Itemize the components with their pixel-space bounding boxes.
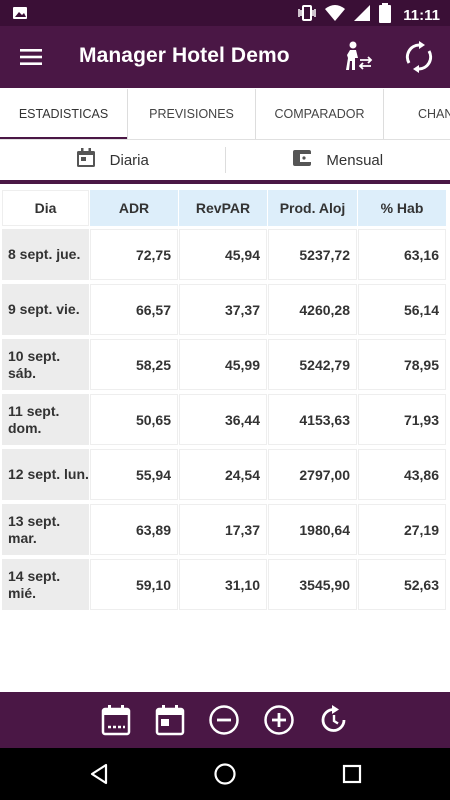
revpar-cell: 17,37 xyxy=(179,504,267,555)
day-cell: 8 sept. jue. xyxy=(2,229,89,280)
pct-hab-cell: 27,19 xyxy=(358,504,446,555)
pct-hab-cell: 56,14 xyxy=(358,284,446,335)
adr-cell: 72,75 xyxy=(90,229,178,280)
day-cell: 12 sept. lun. xyxy=(2,449,89,500)
tab-bar: ESTADISTICAS PREVISIONES COMPARADOR CHAN xyxy=(0,88,450,140)
zoom-out-icon[interactable] xyxy=(208,704,240,736)
adr-cell: 58,25 xyxy=(90,339,178,390)
zoom-in-icon[interactable] xyxy=(263,704,295,736)
prod-aloj-cell: 1980,64 xyxy=(268,504,357,555)
app-bar: Manager Hotel Demo xyxy=(0,26,450,88)
wifi-icon xyxy=(325,4,346,27)
bottom-toolbar xyxy=(0,692,450,748)
pct-hab-cell: 63,16 xyxy=(358,229,446,280)
divider xyxy=(224,147,226,173)
home-icon[interactable] xyxy=(213,762,237,786)
monthly-button[interactable]: Mensual xyxy=(226,140,450,180)
refresh-icon[interactable] xyxy=(318,704,350,736)
monthly-label: Mensual xyxy=(326,151,384,169)
back-icon[interactable] xyxy=(88,762,112,786)
pct-hab-cell: 78,95 xyxy=(358,339,446,390)
person-switch-icon[interactable] xyxy=(340,40,374,74)
daily-button[interactable]: Diaria xyxy=(0,140,225,180)
table-row[interactable]: 10 sept. sáb. 58,25 45,99 5242,79 78,95 xyxy=(0,339,450,394)
header-dia[interactable]: Dia xyxy=(2,190,89,226)
table-row[interactable]: 13 sept. mar. 63,89 17,37 1980,64 27,19 xyxy=(0,504,450,559)
prod-aloj-cell: 5242,79 xyxy=(268,339,357,390)
day-cell: 13 sept. mar. xyxy=(2,504,89,555)
tab-channel[interactable]: CHAN xyxy=(384,89,450,139)
prod-aloj-cell: 2797,00 xyxy=(268,449,357,500)
revpar-cell: 45,99 xyxy=(179,339,267,390)
nav-bar xyxy=(0,748,450,800)
recents-icon[interactable] xyxy=(340,762,364,786)
stats-table: Dia ADR RevPAR Prod. Aloj % Hab 8 sept. … xyxy=(0,190,450,614)
header-pct-hab[interactable]: % Hab xyxy=(358,190,446,226)
vibrate-icon xyxy=(297,4,317,27)
table-row[interactable]: 12 sept. lun. 55,94 24,54 2797,00 43,86 xyxy=(0,449,450,504)
day-cell: 11 sept. dom. xyxy=(2,394,89,445)
pct-hab-cell: 43,86 xyxy=(358,449,446,500)
adr-cell: 59,10 xyxy=(90,559,178,610)
calendar-icon xyxy=(76,148,96,172)
signal-icon xyxy=(353,4,371,27)
pct-hab-cell: 52,63 xyxy=(358,559,446,610)
tab-estadisticas[interactable]: ESTADISTICAS xyxy=(0,89,128,139)
pct-hab-cell: 71,93 xyxy=(358,394,446,445)
tab-label: PREVISIONES xyxy=(149,107,234,121)
menu-icon[interactable] xyxy=(18,44,44,70)
table-row[interactable]: 14 sept. mié. 59,10 31,10 3545,90 52,63 xyxy=(0,559,450,614)
adr-cell: 66,57 xyxy=(90,284,178,335)
header-prod-aloj[interactable]: Prod. Aloj xyxy=(268,190,357,226)
tab-label: COMPARADOR xyxy=(274,107,365,121)
prod-aloj-cell: 4260,28 xyxy=(268,284,357,335)
table-row[interactable]: 11 sept. dom. 50,65 36,44 4153,63 71,93 xyxy=(0,394,450,449)
day-cell: 9 sept. vie. xyxy=(2,284,89,335)
adr-cell: 55,94 xyxy=(90,449,178,500)
revpar-cell: 36,44 xyxy=(179,394,267,445)
adr-cell: 63,89 xyxy=(90,504,178,555)
table-header: Dia ADR RevPAR Prod. Aloj % Hab xyxy=(0,190,450,229)
table-row[interactable]: 9 sept. vie. 66,57 37,37 4260,28 56,14 xyxy=(0,284,450,339)
battery-icon xyxy=(379,3,392,28)
sync-icon[interactable] xyxy=(402,40,436,74)
adr-cell: 50,65 xyxy=(90,394,178,445)
tab-label: CHAN xyxy=(418,107,450,121)
header-adr[interactable]: ADR xyxy=(90,190,178,226)
calendar-week-icon[interactable] xyxy=(100,704,132,736)
revpar-cell: 24,54 xyxy=(179,449,267,500)
app-title: Manager Hotel Demo xyxy=(79,44,290,67)
period-selector: Diaria Mensual xyxy=(0,140,450,184)
wallet-icon xyxy=(292,148,312,172)
day-cell: 14 sept. mié. xyxy=(2,559,89,610)
prod-aloj-cell: 4153,63 xyxy=(268,394,357,445)
revpar-cell: 31,10 xyxy=(179,559,267,610)
daily-label: Diaria xyxy=(109,151,149,169)
status-bar: 11:11 xyxy=(0,0,450,26)
tab-comparador[interactable]: COMPARADOR xyxy=(256,89,384,139)
prod-aloj-cell: 5237,72 xyxy=(268,229,357,280)
table-body: 8 sept. jue. 72,75 45,94 5237,72 63,16 9 sept… xyxy=(0,229,450,614)
prod-aloj-cell: 3545,90 xyxy=(268,559,357,610)
tab-previsiones[interactable]: PREVISIONES xyxy=(128,89,256,139)
header-revpar[interactable]: RevPAR xyxy=(179,190,267,226)
day-cell: 10 sept. sáb. xyxy=(2,339,89,390)
status-icons: 11:11 xyxy=(297,3,440,28)
revpar-cell: 37,37 xyxy=(179,284,267,335)
status-time: 11:11 xyxy=(403,7,440,24)
revpar-cell: 45,94 xyxy=(179,229,267,280)
tab-label: ESTADISTICAS xyxy=(18,107,109,121)
table-row[interactable]: 8 sept. jue. 72,75 45,94 5237,72 63,16 xyxy=(0,229,450,284)
image-icon xyxy=(12,5,28,26)
calendar-day-icon[interactable] xyxy=(154,704,186,736)
